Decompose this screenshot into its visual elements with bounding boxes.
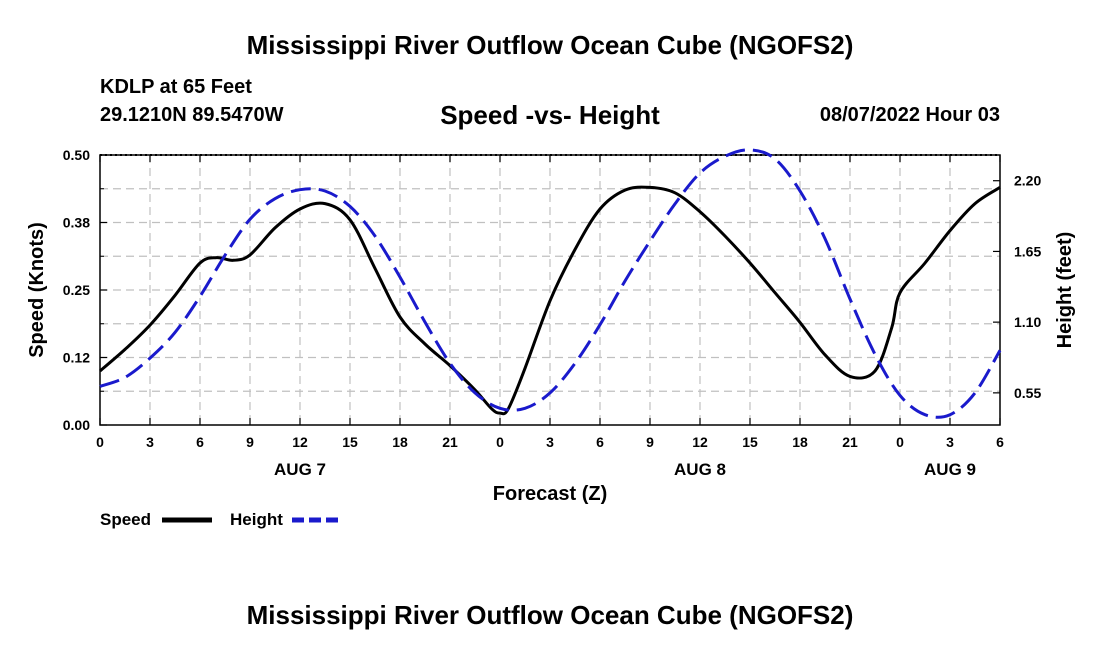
x-tick-label: 18 [792,434,808,450]
x-tick-label: 21 [442,434,458,450]
chart-subtitle: Speed -vs- Height [440,100,660,130]
speed-series-line [99,185,1001,416]
x-tick-label: 6 [596,434,604,450]
y-tick-label: 0.00 [63,417,90,433]
x-tick-label: 3 [946,434,954,450]
x-tick-label: 3 [146,434,154,450]
grid-layer [100,155,1000,425]
station-coords: 29.1210N 89.5470W [100,104,284,126]
x-tick-label: 9 [246,434,254,450]
x-tick-label: 0 [496,434,504,450]
legend: Speed Height [100,510,342,529]
y-tick-label: 0.25 [63,282,90,298]
x-tick-label: 0 [96,434,104,450]
x-tick-label: 15 [742,434,758,450]
y2-tick-label: 1.10 [1014,314,1041,330]
station-name: KDLP at 65 Feet [100,76,252,98]
x-tick-label: 3 [546,434,554,450]
labels-layer: 0 3 6 9 12 15 18 21 0 3 6 9 12 15 18 21 0 3 6 0.00 0.12 0.25 0… [63,147,1042,479]
x-tick-label: 21 [842,434,858,450]
y-tick-label: 0.38 [63,215,90,231]
x-tick-label: 6 [996,434,1004,450]
footer-title: Mississippi River Outflow Ocean Cube (NG… [246,600,854,630]
height-series-line [99,148,1002,419]
main-title: Mississippi River Outflow Ocean Cube (NG… [246,30,854,60]
y-tick-label: 0.12 [63,350,90,366]
x-tick-label: 18 [392,434,408,450]
x-tick-label: 6 [196,434,204,450]
x-tick-label: 12 [692,434,708,450]
x-tick-label: 9 [646,434,654,450]
x-axis-label: Forecast (Z) [493,483,607,505]
day-label: AUG 7 [274,460,326,479]
legend-height-label: Height [230,510,283,529]
ticks-layer [99,154,1001,426]
series-layer [99,148,1002,419]
y2-tick-label: 1.65 [1014,243,1041,259]
y-tick-label: 0.50 [63,147,90,163]
day-label: AUG 8 [674,460,726,479]
day-label: AUG 9 [924,460,976,479]
forecast-datetime: 08/07/2022 Hour 03 [819,104,1000,126]
x-tick-label: 0 [896,434,904,450]
x-tick-label: 15 [342,434,358,450]
y2-tick-label: 0.55 [1014,385,1041,401]
y2-tick-label: 2.20 [1014,173,1041,189]
y2-axis-label: Height (feet) [1054,232,1076,349]
x-tick-label: 12 [292,434,308,450]
y-axis-label: Speed (Knots) [26,222,48,358]
speed-height-chart: 0 3 6 9 12 15 18 21 0 3 6 9 12 15 18 21 0 3 6 0.00 0.12 0.25 0… [26,147,1076,529]
legend-speed-label: Speed [100,510,151,529]
